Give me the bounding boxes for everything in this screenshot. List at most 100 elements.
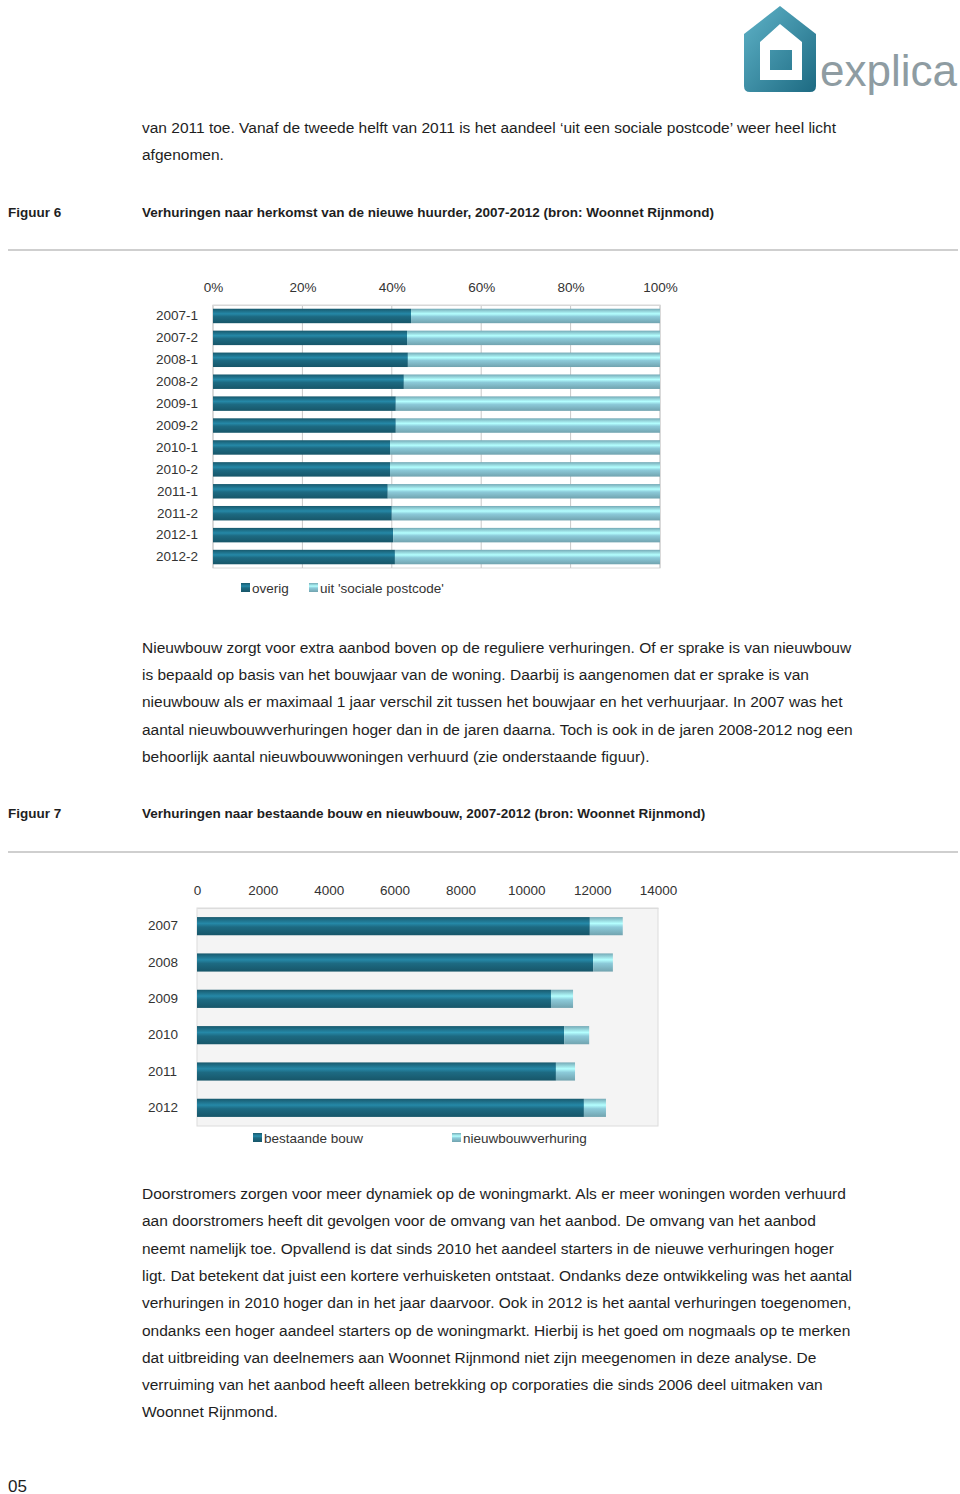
tick: 2012-2 xyxy=(156,549,213,564)
legend: overiguit 'sociale postcode' xyxy=(241,581,444,596)
tick: 2011-1 xyxy=(157,484,213,499)
bar xyxy=(213,331,407,345)
bar xyxy=(213,484,388,498)
series xyxy=(213,309,411,565)
grid xyxy=(213,305,660,568)
bar xyxy=(584,1099,606,1117)
legend-swatch xyxy=(452,1133,461,1142)
text-line: verruiming van het aanbod heeft alleen b… xyxy=(142,1376,823,1393)
axis-line xyxy=(197,909,198,1127)
text-line: ligt. Dat betekent dat juist een kortere… xyxy=(142,1267,852,1284)
separator xyxy=(8,249,958,251)
text-line: behoorlijk aantal nieuwbouwwoningen verh… xyxy=(142,748,650,765)
bar xyxy=(197,953,593,971)
axis-line xyxy=(198,908,659,909)
tick: 4000 xyxy=(314,883,344,908)
text-line: ondanks een hoger aandeel starters op de… xyxy=(142,1322,850,1339)
legend-label: uit 'sociale postcode' xyxy=(320,581,444,596)
tick-label: 2010-1 xyxy=(156,440,198,455)
bar xyxy=(213,528,393,542)
tick-label: 6000 xyxy=(380,883,410,898)
tick: 2010-2 xyxy=(156,462,213,477)
tick: 2011 xyxy=(148,1064,197,1079)
tick: 2012 xyxy=(148,1100,197,1115)
figure-label: Figuur 6 xyxy=(8,205,62,220)
legend-label: nieuwbouwverhuring xyxy=(463,1131,587,1146)
bar xyxy=(213,550,395,564)
tick-label: 2009-1 xyxy=(156,396,198,411)
tick-label: 10000 xyxy=(508,883,546,898)
text-line: is bepaald op basis van het bouwjaar van… xyxy=(142,666,809,683)
tick-label: 2012-2 xyxy=(156,549,198,564)
bar xyxy=(556,1062,575,1080)
separator xyxy=(8,851,958,853)
tick: 2009 xyxy=(148,991,197,1006)
tick-label: 2007-2 xyxy=(156,330,198,345)
bar xyxy=(213,506,392,520)
bar xyxy=(388,484,660,498)
bar xyxy=(213,396,396,410)
bar xyxy=(408,353,660,367)
tick-label: 0% xyxy=(204,280,224,295)
axis-line xyxy=(213,306,214,569)
page-number: 05 xyxy=(8,1477,27,1494)
series xyxy=(388,309,660,565)
bar xyxy=(197,917,590,935)
tick: 2008-2 xyxy=(156,374,213,389)
legend-label: bestaande bouw xyxy=(264,1131,363,1146)
figure-label: Figuur 7 xyxy=(8,806,61,821)
tick: 2012-1 xyxy=(156,527,213,542)
tick-label: 2012 xyxy=(148,1100,178,1115)
tick: 6000 xyxy=(380,883,410,908)
page: explica van 2011 toe. Vanaf de tweede hel… xyxy=(0,0,960,1494)
bar xyxy=(390,462,660,476)
paragraph: van 2011 toe. Vanaf de tweede helft van … xyxy=(142,119,837,163)
tick: 2010 xyxy=(148,1027,197,1042)
bar xyxy=(593,953,613,971)
bar xyxy=(551,990,573,1008)
logo-text: explica xyxy=(820,46,957,95)
x-axis: 02000400060008000100001200014000 xyxy=(194,883,678,909)
text-line: van 2011 toe. Vanaf de tweede helft van … xyxy=(142,119,837,136)
bar xyxy=(213,440,390,454)
bar xyxy=(396,418,660,432)
bar xyxy=(404,374,660,388)
text-line: dat uitbreiding van deelnemers aan Woonn… xyxy=(142,1349,816,1366)
chart: Figuur 7 Verhuringen naar bestaande bouw … xyxy=(8,806,958,1146)
x-axis: 0%20%40%60%80%100% xyxy=(204,280,678,306)
chart-title: Verhuringen naar bestaande bouw en nieuw… xyxy=(142,806,705,821)
tick-label: 4000 xyxy=(314,883,344,898)
bar xyxy=(197,990,551,1008)
series xyxy=(551,917,623,1117)
tick: 12000 xyxy=(574,883,612,908)
bar xyxy=(213,353,408,367)
logo-icon xyxy=(744,6,816,92)
tick-label: 14000 xyxy=(640,883,678,898)
tick: 20% xyxy=(289,280,316,305)
legend: bestaande bouw nieuwbouwverhuring xyxy=(253,1131,587,1146)
text-line: nieuwbouw als er maximaal 1 jaar verschi… xyxy=(142,693,843,710)
legend-swatch xyxy=(309,583,318,592)
bar xyxy=(411,309,660,323)
text-line: Woonnet Rijnmond. xyxy=(142,1403,278,1420)
tick-label: 2008-1 xyxy=(156,352,198,367)
bar xyxy=(197,1099,584,1117)
tick: 2007 xyxy=(148,918,197,933)
text-line: afgenomen. xyxy=(142,146,224,163)
tick-label: 2011-2 xyxy=(157,506,198,521)
bar xyxy=(396,396,660,410)
tick: 100% xyxy=(643,280,678,305)
tick-label: 8000 xyxy=(446,883,476,898)
bar xyxy=(213,418,396,432)
tick: 80% xyxy=(558,280,585,305)
tick-label: 80% xyxy=(558,280,585,295)
bar xyxy=(390,440,660,454)
tick-label: 2011 xyxy=(148,1064,177,1079)
text-line: Nieuwbouw zorgt voor extra aanbod boven … xyxy=(142,639,852,656)
bars xyxy=(213,309,660,565)
plot-area xyxy=(213,305,660,568)
tick-label: 40% xyxy=(379,280,406,295)
bar xyxy=(213,374,404,388)
tick: 2007-1 xyxy=(156,308,213,323)
tick: 0% xyxy=(204,280,224,305)
